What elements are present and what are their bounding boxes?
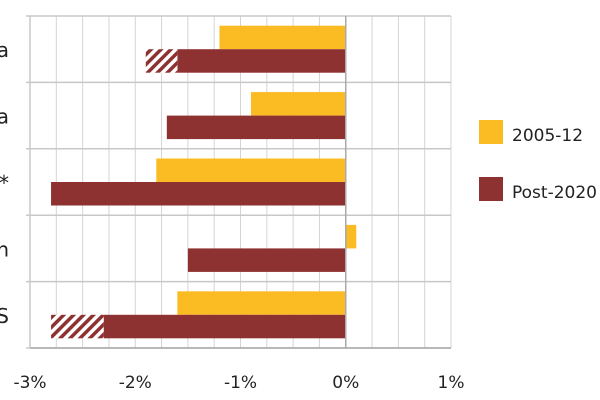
category-label: n xyxy=(0,237,9,261)
x-tick-label: -1% xyxy=(224,373,257,393)
legend-swatch-post-2020 xyxy=(479,177,503,201)
bar-2005-12 xyxy=(251,92,346,116)
bar-post-2020 xyxy=(177,49,346,73)
bar-2005-12 xyxy=(219,25,346,50)
legend-label-post-2020: Post-2020 xyxy=(512,183,597,203)
bar-post-2020 xyxy=(51,182,346,206)
category-label: * xyxy=(0,171,9,195)
bar-2005-12 xyxy=(177,291,346,315)
legend: 2005-12 Post-2020 xyxy=(479,120,597,203)
category-label: S xyxy=(0,304,9,328)
bar-post-2020 xyxy=(187,248,346,272)
category-label: a xyxy=(0,38,9,62)
bar-2005-12 xyxy=(156,158,346,182)
category-labels: a a * n S xyxy=(0,38,9,328)
legend-label-2005-12: 2005-12 xyxy=(512,126,583,146)
x-tick-label: 0% xyxy=(332,373,359,393)
x-tick-label: -2% xyxy=(119,373,152,393)
x-tick-label: -3% xyxy=(13,373,46,393)
bar-hatched-extension xyxy=(51,314,104,339)
x-tick-label: 1% xyxy=(438,373,465,393)
bars xyxy=(51,25,357,339)
legend-swatch-2005-12 xyxy=(479,120,503,144)
bar-hatched-extension xyxy=(145,49,178,73)
bar-post-2020 xyxy=(103,314,346,339)
bar-2005-12 xyxy=(345,224,357,249)
x-axis: -3% -2% -1% 0% 1% xyxy=(13,16,464,393)
category-label: a xyxy=(0,105,9,129)
bar-post-2020 xyxy=(166,115,346,140)
